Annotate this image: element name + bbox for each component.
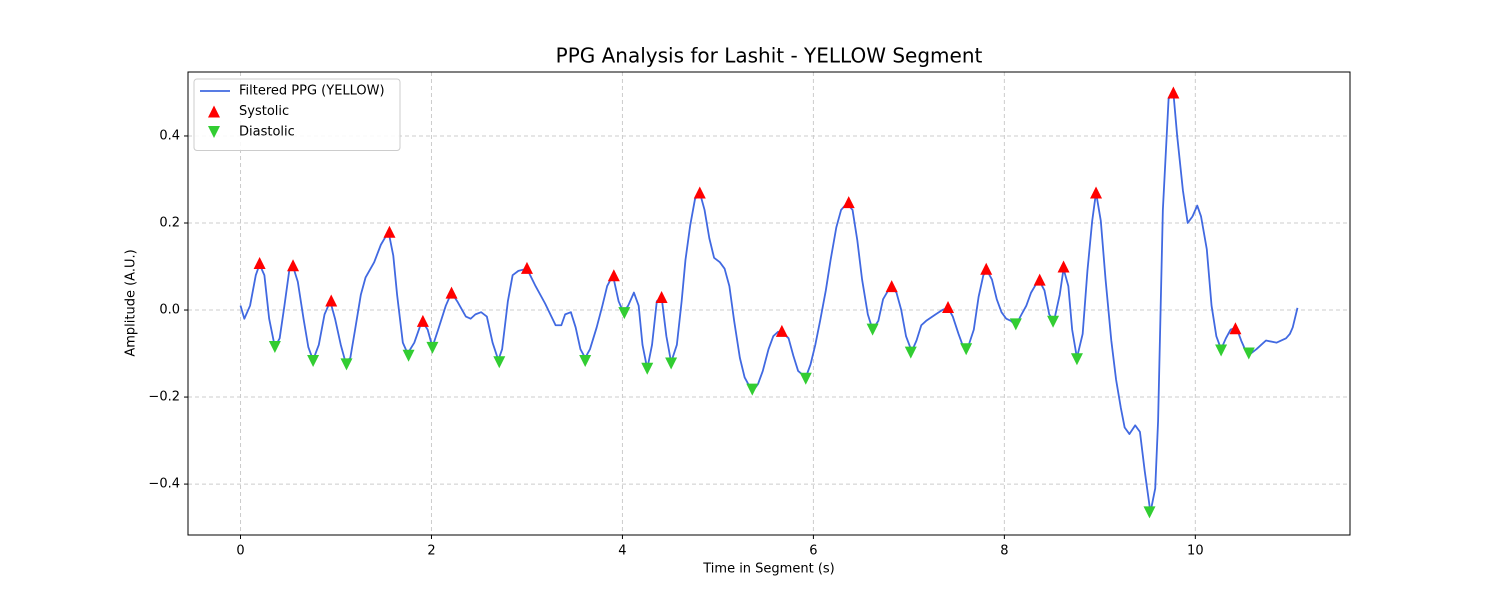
peak-marker (607, 269, 620, 282)
peak-marker (980, 262, 993, 275)
peak-marker (641, 362, 654, 375)
peak-marker (287, 259, 300, 272)
x-tick-label: 6 (809, 544, 817, 559)
peak-marker (383, 225, 396, 238)
peak-marker (655, 290, 668, 303)
peak-marker (493, 356, 506, 369)
y-tick-label: 0.0 (159, 303, 180, 318)
peak-marker (520, 261, 533, 274)
y-axis-label: Amplitude (A.U.) (124, 249, 139, 356)
x-tick-label: 2 (427, 544, 435, 559)
x-axis-label: Time in Segment (s) (702, 562, 834, 577)
peak-marker (325, 294, 338, 307)
y-tick-label: 0.2 (159, 215, 180, 230)
peak-marker (340, 358, 353, 371)
x-tick-label: 0 (236, 544, 244, 559)
peak-marker (445, 286, 458, 299)
peak-marker (268, 341, 281, 354)
x-tick-label: 10 (1187, 544, 1204, 559)
y-tick-label: −0.4 (148, 477, 180, 492)
peak-marker (665, 357, 678, 370)
legend: Filtered PPG (YELLOW) Systolic Diastolic (193, 78, 401, 151)
x-tick-label: 8 (1000, 544, 1008, 559)
legend-label: Diastolic (239, 125, 295, 140)
peak-marker (693, 186, 706, 199)
legend-box (193, 78, 401, 151)
peak-marker (842, 196, 855, 209)
peak-marker (1057, 260, 1070, 273)
peak-marker (1009, 318, 1022, 331)
peak-marker (579, 354, 592, 367)
peak-marker (866, 323, 879, 336)
peak-marker (1167, 86, 1180, 99)
peak-marker (1242, 347, 1255, 360)
peak-marker (426, 341, 439, 354)
peak-marker (1215, 344, 1228, 357)
legend-swatch (208, 126, 220, 138)
peak-marker (402, 349, 415, 362)
y-tick-label: −0.2 (148, 390, 180, 405)
peak-marker (960, 343, 973, 356)
peak-marker (775, 324, 788, 337)
legend-label: Systolic (239, 104, 289, 119)
legend-swatch (208, 105, 220, 118)
peak-marker (253, 257, 266, 270)
peak-marker (1143, 506, 1156, 519)
plot-frame (187, 71, 1351, 536)
legend-label: Filtered PPG (YELLOW) (239, 84, 385, 99)
peak-marker (416, 314, 429, 327)
chart-title: PPG Analysis for Lashit - YELLOW Segment (556, 44, 983, 68)
peak-marker (942, 300, 955, 313)
peak-marker (1070, 353, 1083, 366)
peak-marker (885, 280, 898, 293)
x-tick-label: 4 (618, 544, 626, 559)
peak-marker (799, 372, 812, 385)
peak-marker (1090, 186, 1103, 199)
peak-marker (1229, 322, 1242, 335)
peak-marker (307, 354, 320, 367)
peak-marker (618, 307, 631, 320)
peak-marker (1047, 315, 1060, 328)
peak-marker (1033, 273, 1046, 286)
peak-marker (904, 346, 917, 359)
peak-marker (746, 383, 759, 396)
y-tick-label: 0.4 (159, 128, 180, 143)
